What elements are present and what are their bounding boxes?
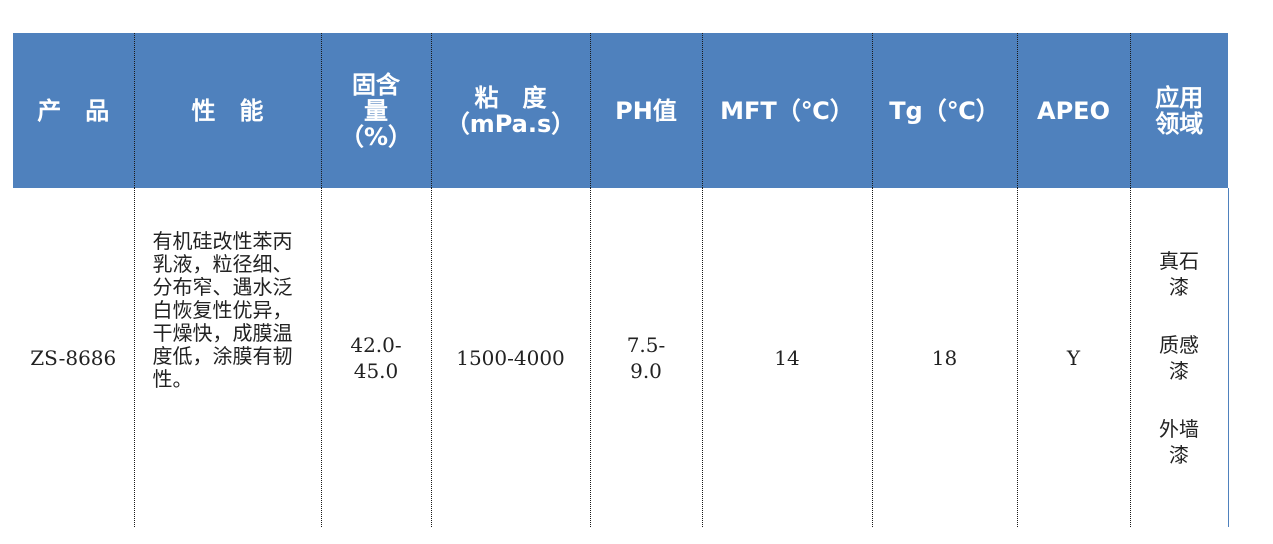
cell-text: 粘 度 — [474, 83, 547, 112]
cell-text: 漆 — [1169, 442, 1189, 467]
header-cell: 性 能 — [133, 33, 321, 188]
cell-text: 7.5- — [626, 332, 666, 357]
table-cell: 7.5- 9.0 — [589, 188, 702, 527]
header-cell: 应用 领域 — [1129, 33, 1228, 188]
table-cell: 14 — [701, 188, 872, 527]
cell-text: Tg（℃） — [889, 96, 1000, 125]
header-cell: 固含量（%） — [320, 33, 431, 188]
cell-text: 真石 — [1159, 248, 1199, 273]
header-cell: PH值 — [589, 33, 702, 188]
cell-text: 42.0- — [350, 332, 402, 357]
header-cell: APEO — [1016, 33, 1130, 188]
table-cell: 42.0- 45.0 — [320, 188, 431, 527]
cell-text: 量 — [364, 96, 388, 125]
table-cell: 1500-4000 — [430, 188, 590, 527]
cell-text: 1500-4000 — [456, 345, 565, 370]
cell-text: （%） — [339, 122, 413, 151]
cell-text: Y — [1066, 345, 1081, 370]
cell-text: 9.0 — [630, 358, 662, 383]
cell-text: ZS-8686 — [30, 345, 117, 370]
cell-text: 性 能 — [191, 96, 264, 125]
cell-text: 漆 — [1169, 358, 1189, 383]
cell-text: 固含 — [352, 70, 400, 99]
header-row: 产 品性 能固含量（%）粘 度（mPa.s） PH值 MFT（℃） Tg（℃） APEO… — [13, 33, 1228, 188]
table-cell: 18 — [871, 188, 1017, 527]
product-table: 产 品性 能固含量（%）粘 度（mPa.s） PH值 MFT（℃） Tg（℃） APEO… — [13, 33, 1229, 527]
cell-text: （mPa.s） — [445, 109, 576, 138]
table-row: ZS-8686 有机硅改性苯丙乳液，粒径细、分布窄、遇水泛白恢复性优异，干燥快，成… — [13, 188, 1229, 527]
header-cell: 产 品 — [13, 33, 134, 188]
header-cell: Tg（℃） — [871, 33, 1017, 188]
cell-text: 45.0 — [353, 358, 399, 383]
cell-text: 产 品 — [37, 96, 110, 125]
cell-text: MFT（℃） — [720, 96, 854, 125]
cell-text: 质感 — [1159, 332, 1199, 357]
cell-text: 有机硅改性苯丙乳液，粒径细、分布窄、遇水泛白恢复性优异，干燥快，成膜温度低，涂膜… — [152, 229, 293, 391]
cell-text: 外墙 — [1159, 416, 1199, 441]
cell-text: 领域 — [1155, 109, 1204, 138]
table-cell: 有机硅改性苯丙乳液，粒径细、分布窄、遇水泛白恢复性优异，干燥快，成膜温度低，涂膜… — [133, 188, 321, 527]
table-cell: ZS-8686 — [13, 188, 134, 527]
table-body: ZS-8686 有机硅改性苯丙乳液，粒径细、分布窄、遇水泛白恢复性优异，干燥快，成… — [13, 188, 1229, 527]
cell-text: 14 — [774, 345, 800, 370]
table-cell: 真石漆质感漆外墙漆 — [1129, 188, 1229, 527]
header-cell: MFT（℃） — [701, 33, 872, 188]
cell-text: 漆 — [1169, 274, 1189, 299]
header-cell: 粘 度（mPa.s） — [430, 33, 590, 188]
table-cell: Y — [1016, 188, 1130, 527]
cell-text: APEO — [1037, 96, 1110, 125]
cell-text: 18 — [931, 345, 958, 370]
cell-text: 应用 — [1155, 83, 1204, 112]
cell-text: PH值 — [615, 96, 677, 125]
